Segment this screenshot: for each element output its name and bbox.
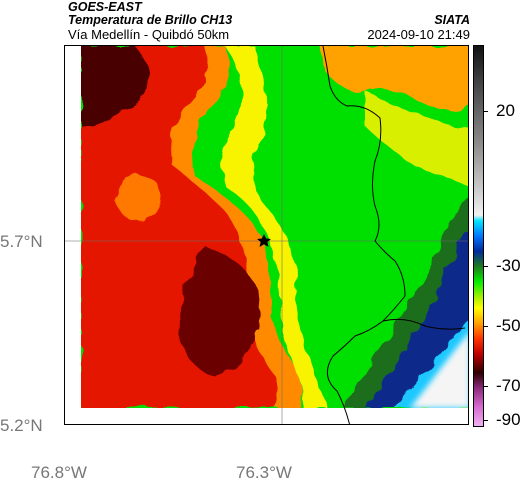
colorbar-label: 20 [496,101,515,120]
lon-tick-label: 76.3°W [236,463,292,482]
colorbar-tick [484,386,488,387]
colorbar-tick [484,326,488,327]
colorbar-label: -50 [496,316,521,335]
location-label: Vía Medellín - Quibdó 50km [68,27,230,42]
white-region [410,333,468,408]
colorbar-label: -70 [496,376,521,395]
colorbar-tick [484,266,488,267]
colorbar-tick [484,111,488,112]
colorbar-label: -90 [496,410,521,429]
dark-region-center [179,246,262,376]
lat-tick-label: 5.7°N [0,232,43,251]
brightness-temperature-map[interactable] [65,46,469,425]
lon-tick-label: 76.8°W [31,463,87,482]
yellow-green-region-ne [365,91,468,186]
map-panel[interactable] [64,45,469,425]
colorbar [473,45,484,427]
source-label: SIATA [434,13,470,27]
satellite-title: GOES-EAST [68,0,142,14]
department-boundary [322,46,406,424]
orange-region-ne [320,46,468,110]
dark-region-nw [81,46,149,126]
colorbar-tick [484,420,488,421]
datetime-label: 2024-09-10 21:49 [367,27,470,42]
temperature-field [65,46,468,424]
star-marker[interactable] [257,234,271,247]
product-title: Temperatura de Brillo CH13 [68,13,233,27]
colorbar-label: -30 [496,256,521,275]
boundary-branch [382,318,466,330]
yellow-band [221,46,327,408]
no-data-bottom [65,408,468,424]
lat-tick-label: 5.2°N [0,416,43,435]
no-data-left [65,46,81,424]
orange-patch [115,174,161,221]
